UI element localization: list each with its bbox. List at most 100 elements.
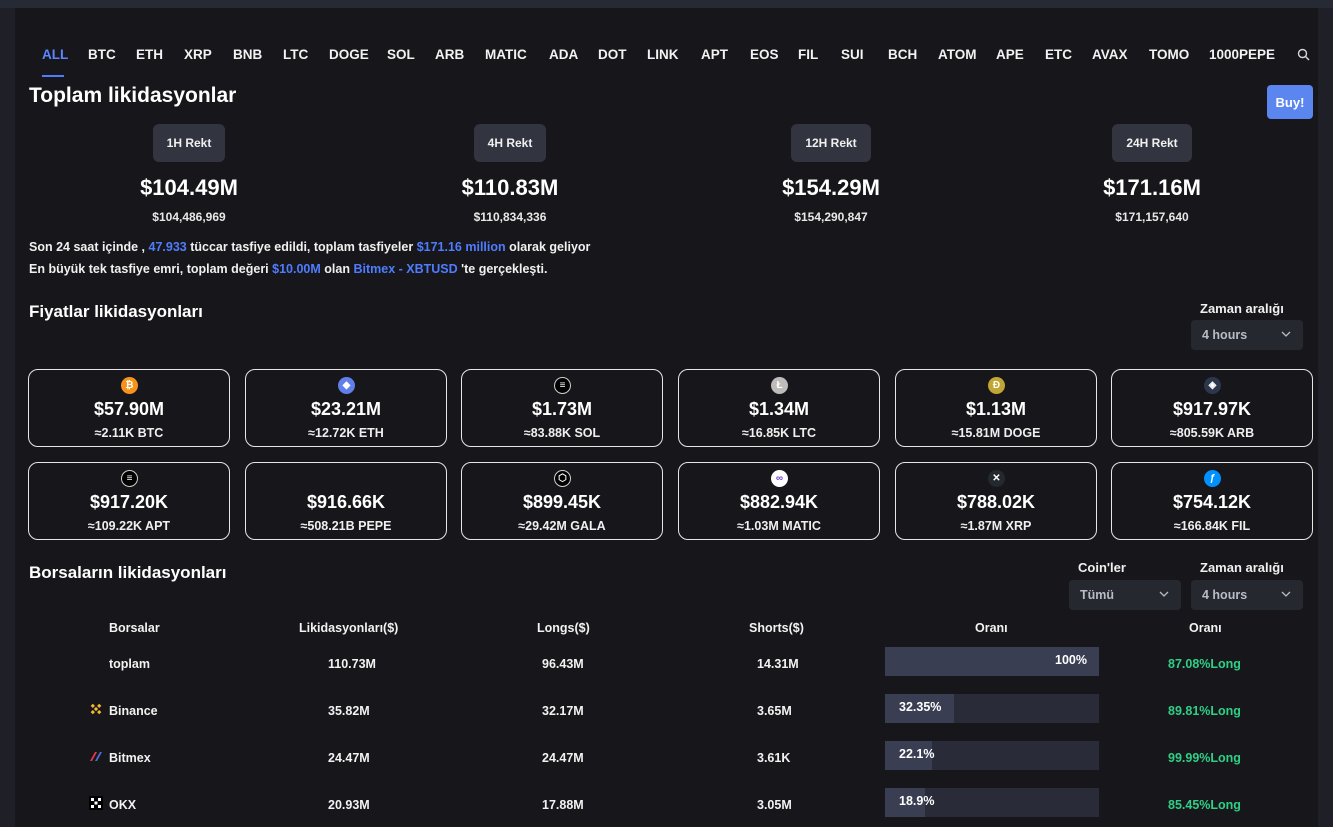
card-value: $23.21M — [310, 399, 382, 419]
summary-line-1: Son 24 saat içinde , 47.933 tüccar tasfi… — [29, 240, 590, 254]
tab-ltc[interactable]: LTC — [283, 47, 309, 62]
total-liquidation-amount: $171.16 million — [416, 240, 506, 254]
tab-sol[interactable]: SOL — [387, 47, 415, 62]
card-value: $917.20K — [89, 492, 169, 512]
card-value: $57.90M — [93, 399, 165, 419]
binance-icon — [89, 702, 103, 716]
coin-liquidation-card[interactable]: ≡ $1.73M ≈83.88K SOL — [461, 369, 663, 447]
coin-liquidation-card[interactable]: $916.66K ≈508.21B PEPE — [245, 462, 447, 540]
card-coin-amount: ≈12.72K ETH — [308, 426, 384, 440]
tab-dot[interactable]: DOT — [598, 47, 627, 62]
column-header-share: Oranı — [975, 621, 1008, 635]
card-value: $1.34M — [748, 399, 810, 419]
exchange-name[interactable]: Binance — [109, 704, 158, 718]
select-value: Tümü — [1080, 588, 1115, 602]
share-bar: 18.9% — [885, 788, 1099, 817]
buy-button[interactable]: Buy! — [1267, 85, 1313, 119]
column-header-ratio: Oranı — [1189, 621, 1222, 635]
exchange-time-range-select[interactable]: 4 hours — [1191, 580, 1303, 610]
exchange-longs: 24.47M — [542, 751, 584, 765]
tab-arb[interactable]: ARB — [435, 47, 465, 62]
exchange-name[interactable]: Bitmex — [109, 751, 151, 765]
rekt-exact-value: $171,157,640 — [1115, 210, 1189, 224]
rekt-stat: 12H Rekt $154.29M $154,290,847 — [731, 124, 931, 224]
tab-all[interactable]: ALL — [42, 47, 69, 62]
card-coin-amount: ≈1.87M XRP — [960, 519, 1032, 533]
card-value: $917.97K — [1172, 399, 1252, 419]
coin-liquidation-card[interactable]: ∞ $882.94K ≈1.03M MATIC — [678, 462, 880, 540]
tab-bch[interactable]: BCH — [888, 47, 918, 62]
chevron-down-icon — [1281, 331, 1291, 337]
solana-icon: ≡ — [554, 377, 571, 394]
largest-order-value: $10.00M — [272, 262, 321, 276]
card-value: $899.45K — [522, 492, 602, 512]
coin-liquidation-card[interactable]: ₿ $57.90M ≈2.11K BTC — [28, 369, 230, 447]
okx-icon — [89, 796, 103, 810]
tab-matic[interactable]: MATIC — [485, 47, 527, 62]
card-coin-amount: ≈83.88K SOL — [523, 426, 601, 440]
exchange-liquidations: 35.82M — [328, 704, 370, 718]
tab-apt[interactable]: APT — [701, 47, 728, 62]
tab-eth[interactable]: ETH — [136, 47, 163, 62]
filecoin-icon: ƒ — [1204, 470, 1221, 487]
coins-select[interactable]: Tümü — [1069, 580, 1181, 610]
rekt-exact-value: $154,290,847 — [794, 210, 868, 224]
exchange-shorts: 3.61K — [757, 751, 791, 765]
coin-liquidation-card[interactable]: ⬡ $899.45K ≈29.42M GALA — [461, 462, 663, 540]
rekt-value: $154.29M — [782, 175, 880, 200]
card-value: $882.94K — [739, 492, 819, 512]
rekt-period-badge[interactable]: 24H Rekt — [1112, 124, 1192, 162]
summary-text: 'te gerçekleşti. — [461, 262, 548, 276]
tab-atom[interactable]: ATOM — [938, 47, 977, 62]
long-ratio: 87.08%Long — [1168, 657, 1241, 671]
tab-fil[interactable]: FIL — [798, 47, 819, 62]
select-value: 4 hours — [1202, 588, 1248, 602]
exchange-shorts: 3.65M — [757, 704, 792, 718]
tab-bnb[interactable]: BNB — [233, 47, 263, 62]
rekt-stat: 4H Rekt $110.83M $110,834,336 — [410, 124, 610, 224]
coin-liquidation-card[interactable]: ≡ $917.20K ≈109.22K APT — [28, 462, 230, 540]
share-bar-fill — [885, 647, 1099, 676]
tab-eos[interactable]: EOS — [750, 47, 779, 62]
summary-text: En büyük tek tasfiye emri, toplam değeri — [29, 262, 269, 276]
tab-ada[interactable]: ADA — [549, 47, 579, 62]
exchange-name[interactable]: toplam — [109, 657, 150, 671]
tab-sui[interactable]: SUI — [841, 47, 864, 62]
time-range-label: Zaman aralığı — [1200, 301, 1284, 316]
tab-link[interactable]: LINK — [647, 47, 679, 62]
search-icon[interactable] — [1296, 47, 1312, 63]
rekt-value: $171.16M — [1103, 175, 1201, 200]
tab-tomo[interactable]: TOMO — [1149, 47, 1190, 62]
summary-text: Son 24 saat içinde , — [29, 240, 146, 254]
largest-order-pair[interactable]: Bitmex - XBTUSD — [353, 262, 458, 276]
tab-xrp[interactable]: XRP — [184, 47, 212, 62]
exchange-liquidations: 24.47M — [328, 751, 370, 765]
tab-etc[interactable]: ETC — [1045, 47, 1072, 62]
rekt-period-badge[interactable]: 1H Rekt — [152, 124, 226, 162]
coin-liquidation-card[interactable]: ✕ $788.02K ≈1.87M XRP — [895, 462, 1097, 540]
coin-liquidation-card[interactable]: Ð $1.13M ≈15.81M DOGE — [895, 369, 1097, 447]
tab-doge[interactable]: DOGE — [329, 47, 369, 62]
card-coin-amount: ≈29.42M GALA — [518, 519, 606, 533]
share-bar: 100% — [885, 647, 1099, 676]
exchange-liquidations: 110.73M — [328, 657, 376, 671]
exchange-name[interactable]: OKX — [109, 798, 137, 812]
share-percent: 18.9% — [899, 794, 935, 808]
coin-liquidation-card[interactable]: ƒ $754.12K ≈166.84K FIL — [1111, 462, 1313, 540]
card-value: $1.73M — [531, 399, 593, 419]
coin-liquidation-card[interactable]: ◆ $23.21M ≈12.72K ETH — [245, 369, 447, 447]
coin-liquidation-card[interactable]: ◈ $917.97K ≈805.59K ARB — [1111, 369, 1313, 447]
rekt-period-badge[interactable]: 4H Rekt — [473, 124, 547, 162]
coin-liquidation-card[interactable]: Ł $1.34M ≈16.85K LTC — [678, 369, 880, 447]
rekt-period-badge[interactable]: 12H Rekt — [791, 124, 871, 162]
price-time-range-select[interactable]: 4 hours — [1191, 320, 1303, 350]
tab-ape[interactable]: APE — [996, 47, 1024, 62]
rekt-exact-value: $104,486,969 — [152, 210, 226, 224]
tab-btc[interactable]: BTC — [88, 47, 116, 62]
traders-count: 47.933 — [148, 240, 187, 254]
tab-1000pepe[interactable]: 1000PEPE — [1209, 47, 1276, 62]
tab-avax[interactable]: AVAX — [1092, 47, 1128, 62]
aptos-icon: ≡ — [121, 470, 138, 487]
rekt-value: $104.49M — [140, 175, 238, 200]
exchange-shorts: 3.05M — [757, 798, 792, 812]
